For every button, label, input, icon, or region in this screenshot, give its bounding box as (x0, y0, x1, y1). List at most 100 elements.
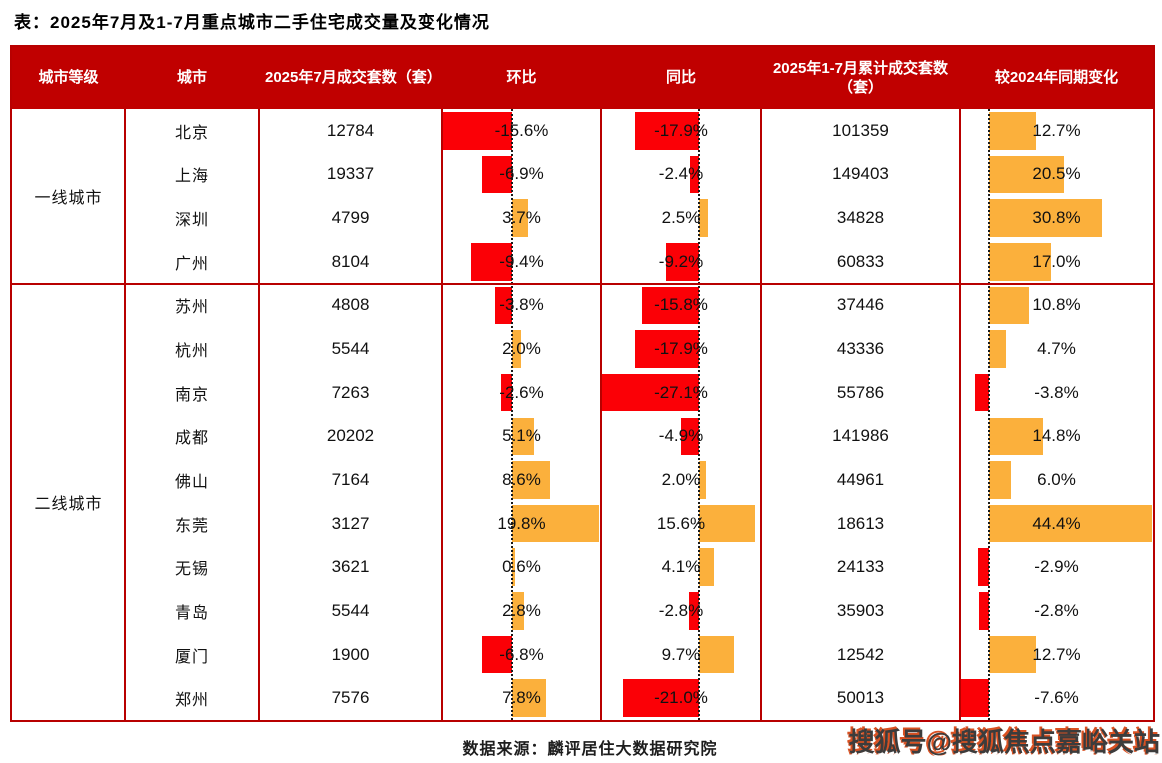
chg-bar (989, 199, 1103, 237)
chg-bar (989, 155, 1065, 194)
july-units-cell: 3127 (331, 513, 370, 533)
header-yoy: 同比 (665, 69, 696, 87)
column-divider (258, 109, 260, 720)
city-cell: 成都 (174, 430, 209, 448)
yoy-bar (699, 635, 734, 674)
chg-value-cell: -7.6% (1034, 688, 1079, 708)
mom-value-cell: 2.8% (502, 600, 541, 620)
chg-value-cell: 14.8% (1032, 426, 1081, 446)
july-units-cell: 3621 (331, 557, 370, 577)
mom-value-cell: 0.6% (502, 557, 541, 577)
july-units-cell: 4799 (331, 208, 370, 228)
july-units-cell: 20202 (326, 426, 375, 446)
chg-value-cell: 6.0% (1037, 469, 1076, 489)
city-cell: 深圳 (174, 212, 209, 230)
chg-value-cell: -2.9% (1034, 557, 1079, 577)
mom-value-cell: 5.1% (502, 426, 541, 446)
cumulative-units-cell: 37446 (836, 295, 885, 315)
july-units-cell: 19337 (326, 164, 375, 184)
city-cell: 厦门 (174, 648, 209, 666)
data-table: 城市等级 城市 2025年7月成交套数（套） 环比 同比 2025年1-7月累计… (10, 45, 1155, 722)
yoy-bar (699, 548, 714, 587)
yoy-bar (688, 592, 699, 630)
cumulative-units-cell: 43336 (836, 339, 885, 359)
yoy-bar (699, 504, 756, 543)
header-cumulative-units: 2025年1-7月累计成交套数（套） (772, 59, 949, 97)
mom-value-cell: -9.4% (499, 251, 544, 271)
city-cell: 东莞 (174, 517, 209, 535)
city-cell: 广州 (174, 255, 209, 273)
yoy-bar (634, 112, 699, 150)
yoy-bar (642, 286, 699, 325)
chg-bar (978, 548, 989, 587)
chg-bar (975, 373, 989, 412)
yoy-bar (690, 155, 699, 194)
yoy-bar (623, 679, 699, 717)
tier-group-separator (12, 282, 1153, 285)
mom-value-cell: -3.8% (499, 295, 544, 315)
july-units-cell: 7576 (331, 688, 370, 708)
mom-value-cell: 3.7% (502, 208, 541, 228)
yoy-value-cell: -27.1% (654, 382, 708, 402)
city-cell: 青岛 (174, 604, 209, 622)
mom-bar (495, 286, 512, 325)
header-mom: 环比 (506, 69, 537, 87)
mom-bar (512, 199, 529, 237)
july-units-cell: 8104 (331, 251, 370, 271)
cumulative-units-cell: 35903 (836, 600, 885, 620)
chg-bar (989, 242, 1052, 281)
mom-value-cell: -6.8% (499, 644, 544, 664)
july-units-cell: 12784 (326, 120, 375, 140)
column-divider (600, 109, 602, 720)
table-header-row: 城市等级 城市 2025年7月成交套数（套） 环比 同比 2025年1-7月累计… (12, 47, 1153, 109)
yoy-value-cell: 2.5% (661, 208, 701, 228)
chg-bar (978, 592, 989, 630)
mom-value-cell: -15.6% (494, 120, 549, 140)
yoy-bar (699, 199, 708, 237)
cumulative-units-cell: 50013 (836, 688, 885, 708)
mom-bar (512, 417, 535, 456)
yoy-value-cell: 9.7% (661, 644, 701, 664)
city-cell: 上海 (174, 168, 209, 186)
mom-bar (512, 548, 515, 587)
city-cell: 佛山 (174, 473, 209, 491)
yoy-value-cell: -15.8% (654, 295, 708, 315)
header-city-tier: 城市等级 (38, 69, 99, 87)
mom-bar (500, 373, 512, 412)
chg-value-cell: 4.7% (1037, 339, 1076, 359)
cumulative-units-cell: 12542 (836, 644, 885, 664)
column-divider (959, 109, 961, 720)
chg-bar (989, 504, 1152, 543)
cumulative-units-cell: 18613 (836, 513, 885, 533)
chg-value-cell: 17.0% (1032, 251, 1081, 271)
mom-bar (470, 242, 512, 281)
cumulative-units-cell: 24133 (836, 557, 885, 577)
yoy-value-cell: -2.8% (658, 600, 704, 620)
column-divider (760, 109, 762, 720)
mom-value-cell: 2.0% (502, 339, 541, 359)
mom-bar (482, 635, 512, 674)
yoy-value-cell: -17.9% (654, 339, 708, 359)
cumulative-units-cell: 141986 (832, 426, 889, 446)
yoy-bar (699, 461, 707, 499)
city-cell: 杭州 (174, 343, 209, 361)
yoy-bar (681, 417, 699, 456)
zero-axis-dotted-line (511, 109, 513, 720)
yoy-bar (665, 242, 699, 281)
city-cell: 郑州 (174, 692, 209, 710)
yoy-value-cell: -9.2% (658, 251, 704, 271)
column-divider (441, 109, 443, 720)
chg-value-cell: 12.7% (1032, 644, 1081, 664)
mom-bar (512, 679, 547, 717)
table-body: 北京 12784 -15.6% -17.9% 101359 12.7% 上海 19337 -6.… (12, 109, 1153, 720)
city-cell: 无锡 (174, 561, 209, 579)
mom-bar (512, 592, 525, 630)
yoy-value-cell: -21.0% (654, 688, 708, 708)
page-title: 表：2025年7月及1-7月重点城市二手住宅成交量及变化情况 (14, 13, 490, 32)
yoy-value-cell: 4.1% (661, 557, 701, 577)
chg-bar (989, 286, 1029, 325)
july-units-cell: 5544 (331, 339, 370, 359)
yoy-value-cell: -2.4% (658, 164, 704, 184)
chg-value-cell: 30.8% (1032, 208, 1081, 228)
